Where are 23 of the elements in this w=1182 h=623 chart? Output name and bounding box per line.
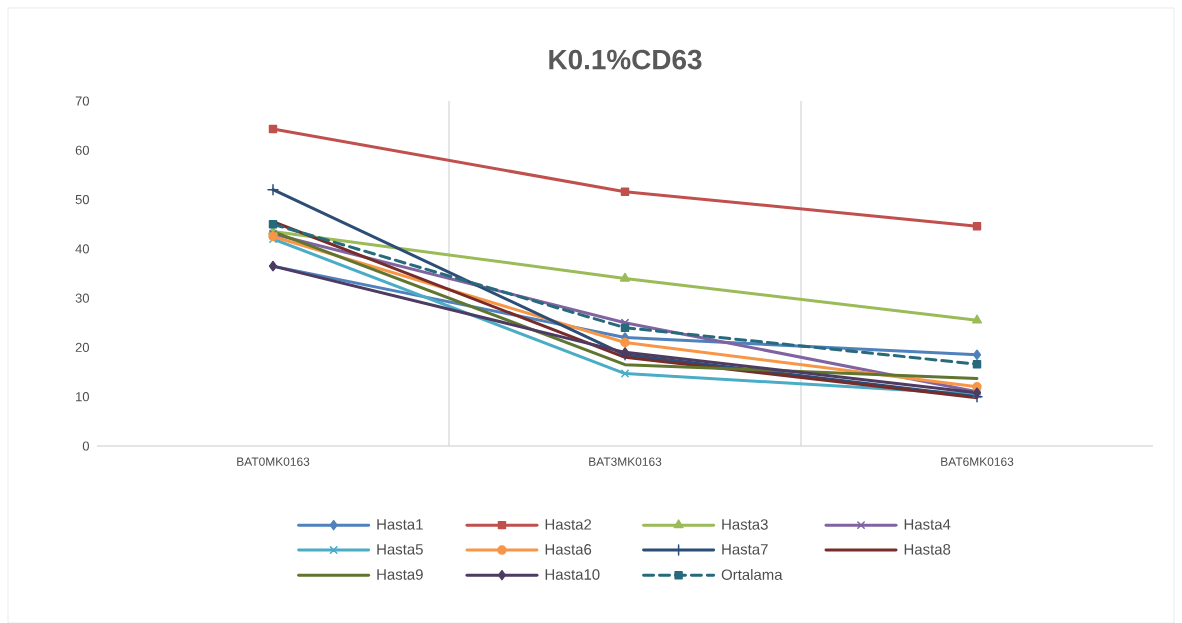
- y-tick-label: 20: [75, 342, 89, 352]
- y-tick-label: 60: [75, 145, 89, 155]
- legend-label: Hasta2: [545, 519, 592, 530]
- x-tick-label: BAT3MK0163: [589, 457, 662, 466]
- legend-label: Hasta1: [377, 519, 423, 530]
- chart-title: K0.1%CD63: [549, 49, 702, 70]
- legend-label: Hasta6: [545, 544, 592, 555]
- y-tick-label: 70: [75, 96, 89, 106]
- legend-label: Hasta5: [377, 544, 423, 555]
- legend-label: Hasta3: [722, 519, 768, 530]
- legend-label: Hasta4: [904, 519, 951, 530]
- legend-label: Hasta9: [377, 569, 423, 580]
- legend-label: Ortalama: [721, 569, 783, 580]
- y-tick-label: 0: [82, 441, 90, 451]
- legend-label: Hasta7: [722, 544, 768, 555]
- y-tick-label: 40: [75, 244, 89, 254]
- legend-label: Hasta8: [904, 544, 951, 555]
- y-tick-label: 10: [76, 392, 89, 402]
- x-tick-label: BAT0MK0163: [237, 457, 310, 466]
- x-tick-label: BAT6MK0163: [941, 457, 1014, 466]
- y-tick-label: 30: [75, 293, 89, 303]
- y-tick-label: 50: [75, 194, 89, 205]
- legend-label: Hasta10: [545, 569, 600, 580]
